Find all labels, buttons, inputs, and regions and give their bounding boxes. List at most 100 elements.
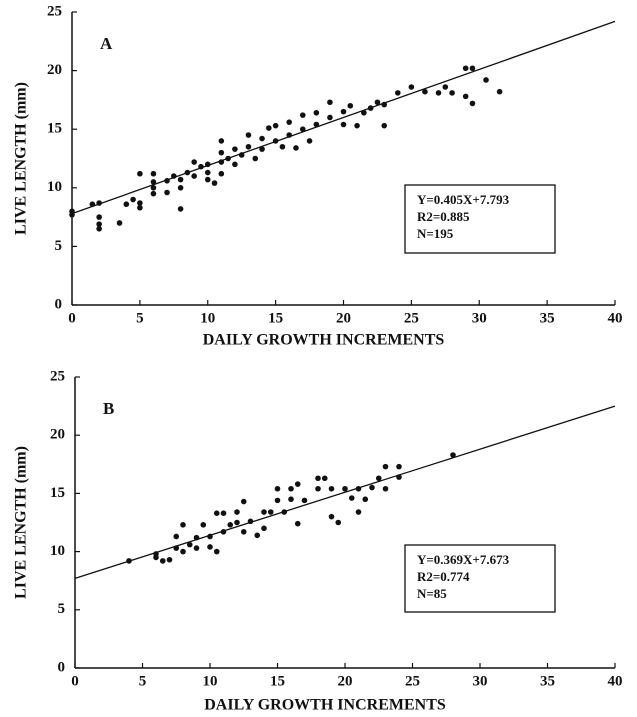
data-point — [396, 474, 402, 480]
data-point — [496, 88, 503, 95]
data-point — [150, 185, 157, 191]
data-point — [150, 190, 157, 197]
data-point — [254, 532, 261, 539]
data-point — [177, 176, 184, 183]
x-tick-label: 20 — [336, 310, 351, 326]
annotation-box — [404, 184, 556, 254]
data-point — [96, 214, 102, 220]
plot-panel: 0 5 10 15 20 25 30 35 40 0 5 10 15 20 25 DAILY GROWTH I… — [13, 368, 623, 713]
data-point — [274, 485, 281, 492]
data-point — [442, 84, 449, 90]
data-point — [164, 189, 170, 196]
data-point — [340, 108, 347, 115]
y-tick-label: 15 — [47, 121, 62, 137]
data-point — [232, 161, 238, 168]
data-point — [286, 119, 293, 125]
data-point — [193, 534, 200, 541]
data-point — [240, 529, 247, 535]
data-point — [207, 544, 213, 550]
x-tick-label: 10 — [200, 310, 215, 326]
data-point — [218, 159, 225, 165]
data-point — [193, 545, 200, 551]
data-point — [286, 132, 293, 138]
data-point — [177, 206, 184, 212]
data-point — [191, 173, 197, 179]
fit-line — [71, 20, 616, 215]
data-point — [218, 138, 225, 144]
data-point — [381, 122, 388, 129]
data-point — [313, 109, 320, 116]
x-tick-label: 35 — [540, 673, 555, 689]
x-tick-label: 0 — [68, 310, 76, 326]
x-axis-label: DAILY GROWTH INCREMENTS — [204, 697, 446, 714]
data-point — [186, 541, 193, 548]
data-point — [240, 498, 247, 505]
data-point — [422, 88, 428, 95]
data-point — [449, 90, 455, 96]
data-point — [126, 558, 132, 564]
data-point — [382, 463, 389, 470]
data-point — [259, 146, 265, 152]
data-point — [321, 475, 328, 482]
annotation-text: N=85 — [417, 586, 447, 601]
x-tick-label: 5 — [136, 310, 144, 326]
data-point — [335, 519, 342, 526]
data-point — [355, 509, 362, 515]
data-point — [164, 177, 170, 184]
data-point — [204, 176, 211, 183]
data-point — [299, 126, 306, 132]
data-point — [116, 220, 123, 226]
data-point — [150, 170, 157, 177]
data-point — [374, 99, 381, 106]
data-point — [198, 163, 204, 170]
data-point — [96, 221, 102, 227]
data-point — [89, 201, 96, 208]
data-point — [288, 485, 294, 492]
x-tick-label: 15 — [270, 673, 285, 689]
data-point — [213, 510, 220, 516]
panel-label: A — [100, 34, 113, 53]
data-point — [234, 519, 240, 526]
annotation-text: Y=0.369X+7.673 — [417, 552, 510, 567]
data-point — [381, 101, 388, 108]
y-tick-label: 10 — [47, 179, 62, 195]
data-point — [211, 180, 218, 186]
data-point — [327, 114, 333, 121]
x-tick-label: 10 — [203, 673, 218, 689]
data-point — [227, 522, 234, 528]
x-tick-label: 30 — [473, 673, 488, 689]
data-point — [150, 179, 157, 185]
data-point — [342, 485, 348, 492]
y-tick-label: 10 — [50, 543, 65, 559]
data-point — [375, 475, 382, 482]
data-point — [166, 556, 173, 563]
data-point — [340, 121, 347, 128]
data-point — [218, 149, 225, 156]
annotation-text: R2=0.885 — [417, 209, 470, 224]
data-point — [462, 93, 469, 100]
data-point — [469, 65, 476, 72]
data-point — [159, 558, 166, 564]
data-point — [306, 138, 313, 144]
data-point — [347, 102, 354, 109]
fit-line — [74, 405, 616, 579]
data-point — [245, 132, 252, 138]
plot-panel: 0 5 10 15 20 25 30 35 40 0 5 10 15 20 25 DAILY GROWTH I… — [13, 3, 623, 348]
y-tick-label: 20 — [50, 427, 65, 443]
y-tick-label: 5 — [58, 601, 66, 617]
data-point — [396, 463, 402, 470]
data-point — [294, 520, 301, 527]
data-point — [238, 152, 245, 158]
data-point — [450, 452, 456, 458]
x-tick-label: 30 — [472, 310, 487, 326]
data-point — [137, 204, 143, 211]
data-point — [382, 485, 389, 492]
data-point — [252, 155, 259, 162]
data-point — [137, 170, 143, 177]
y-tick-label: 5 — [55, 238, 63, 254]
annotation-text: R2=0.774 — [417, 569, 470, 584]
data-point — [281, 509, 288, 515]
data-point — [123, 201, 130, 208]
